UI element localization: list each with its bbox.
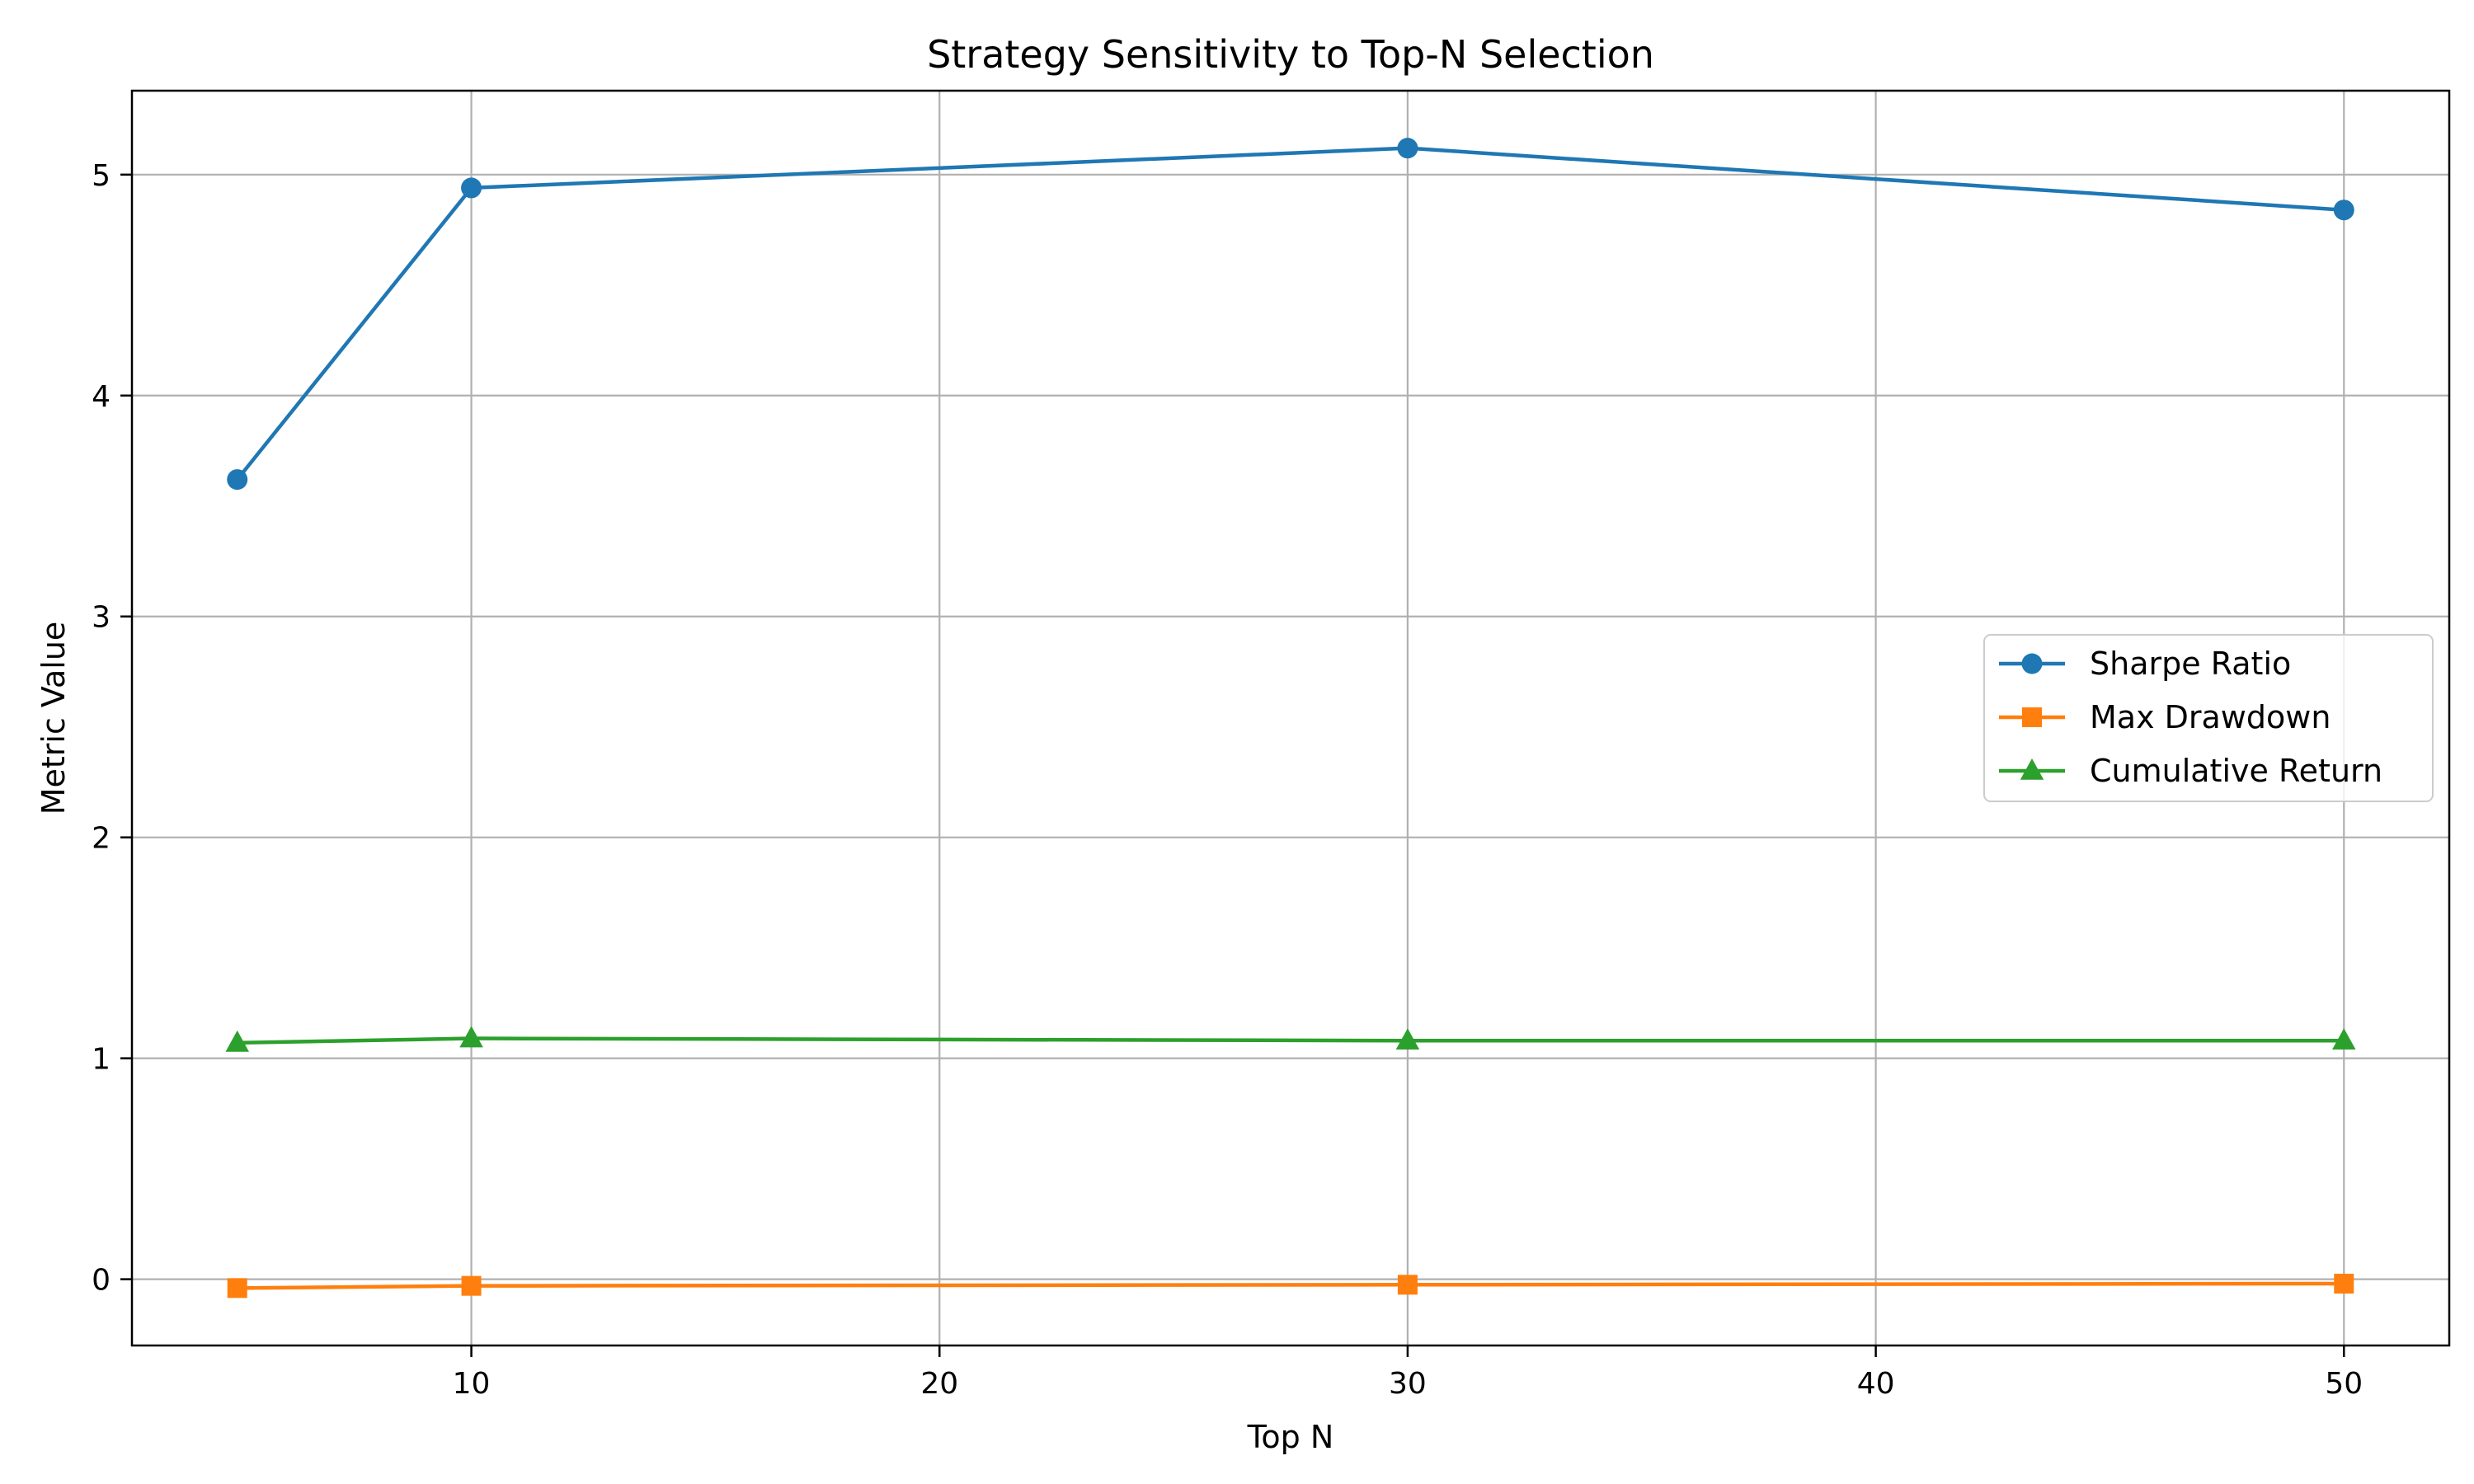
legend-marker	[2020, 758, 2044, 780]
legend-marker	[2021, 653, 2043, 674]
data-point-sharpe-ratio	[1397, 138, 1418, 159]
y-tick-label: 1	[92, 1043, 111, 1077]
plot-frame	[130, 89, 2451, 1347]
x-tick-label: 50	[2325, 1367, 2363, 1401]
data-point-sharpe-ratio	[227, 469, 248, 491]
x-tick-label: 20	[920, 1367, 958, 1401]
x-tick-label: 40	[1857, 1367, 1895, 1401]
series-layer	[225, 138, 2356, 1298]
data-point-max-drawdown	[2334, 1273, 2354, 1294]
ticks: 10 20 30 40 50 0 1 2 3 4 5	[92, 159, 2363, 1401]
data-point-sharpe-ratio	[2333, 200, 2354, 221]
grid	[132, 91, 2449, 1345]
y-axis-label: Metric Value	[35, 622, 72, 815]
legend-item-cumulative-return: Cumulative Return	[1999, 753, 2382, 789]
series-cumulative-return	[225, 1026, 2356, 1052]
series-line-cumulative-return	[235, 1036, 2346, 1045]
x-tick-label: 10	[453, 1367, 491, 1401]
x-tick-label: 30	[1389, 1367, 1427, 1401]
legend-marker	[2022, 707, 2042, 727]
data-point-cumulative-return	[225, 1030, 249, 1052]
legend-label: Sharpe Ratio	[2090, 646, 2291, 682]
series-max-drawdown	[227, 1273, 2354, 1298]
series-line-max-drawdown	[235, 1281, 2346, 1290]
data-point-cumulative-return	[1395, 1028, 1420, 1050]
x-axis-label: Top N	[1247, 1419, 1334, 1455]
data-point-cumulative-return	[459, 1026, 483, 1048]
y-tick-label: 4	[92, 380, 111, 414]
series-line-sharpe-ratio	[235, 146, 2346, 481]
legend-item-max-drawdown: Max Drawdown	[1999, 699, 2331, 735]
series-sharpe-ratio	[227, 138, 2354, 491]
chart-title: Strategy Sensitivity to Top-N Selection	[927, 32, 1654, 77]
y-tick-label: 5	[92, 159, 111, 193]
y-tick-label: 2	[92, 822, 111, 856]
legend-box	[1983, 634, 2434, 802]
y-tick-label: 0	[92, 1264, 111, 1298]
legend-label: Cumulative Return	[2090, 753, 2382, 789]
data-point-cumulative-return	[2332, 1028, 2356, 1050]
y-tick-label: 3	[92, 601, 111, 635]
legend-label: Max Drawdown	[2090, 699, 2331, 735]
data-point-max-drawdown	[1397, 1275, 1418, 1295]
legend: Sharpe Ratio Max Drawdown Cumulative Retur…	[1983, 634, 2434, 802]
data-point-max-drawdown	[461, 1275, 482, 1296]
legend-item-sharpe-ratio: Sharpe Ratio	[1999, 646, 2291, 682]
data-point-max-drawdown	[227, 1278, 247, 1298]
data-point-sharpe-ratio	[461, 177, 482, 199]
